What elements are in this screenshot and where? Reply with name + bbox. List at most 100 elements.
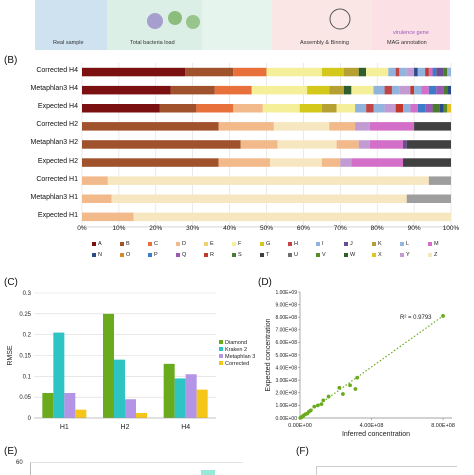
bar-segment-grey [406,194,451,203]
bar-segment-F [366,67,389,77]
row-label: Metaphlan3 H4 [30,85,78,93]
bar-segment-B [185,67,234,77]
legend-label: N [98,252,102,258]
legend-swatch [288,241,292,246]
row-label: Expected H4 [37,103,78,111]
y-tick-label: 0.2 [23,333,32,339]
bar-kraken [114,359,125,418]
legend-item-M: M [428,241,439,247]
step-assembly: Assembly & Binning [300,40,349,46]
legend-swatch [204,241,208,246]
legend-label: M [434,241,439,247]
scatter-point [321,398,326,403]
panel-d-label: (D) [258,277,272,288]
bar-segment-D [233,104,263,113]
legend-item-L: L [400,241,409,247]
row-label: Expected H1 [37,211,78,219]
y-tick-label: 6.00E+08 [275,340,297,346]
assembly-icon [329,8,351,30]
x-tick-label: 90% [407,225,421,232]
x-tick-label: 60% [296,225,310,232]
legend-swatch [204,252,208,257]
scatter-point [348,383,352,388]
bar-segment-L [391,85,400,95]
legend-label: L [406,241,410,247]
y-tick-label: 0.3 [23,291,32,297]
legend-swatch [219,361,223,365]
legend-label: Diamond [225,340,247,346]
panel-e-plot-area: 60 [16,460,243,475]
bar-segment-Y [340,158,352,167]
assembly-segment [272,0,372,50]
bar-corrected [136,413,147,418]
bar-segment-I [388,67,396,77]
legend-item-S: S [232,252,242,258]
bar-segment-W [358,67,367,77]
bar-segment-I [373,85,385,95]
row-label: Metaphlan3 H2 [30,139,78,147]
scatter-point [337,385,342,390]
bar-metaphlan [125,399,136,418]
panel-b-label: (B) [4,55,18,66]
bar-segment-K [321,104,337,113]
bar-segment-X [447,104,451,113]
bacteria-icon [147,11,200,29]
bar-segment-Y [384,104,396,113]
legend-label: V [322,252,326,258]
workflow-banner: Real sample Total bacteria load Assembly… [35,0,450,50]
y-tick-label: 0.25 [19,312,31,318]
bar-segment-F [351,85,374,95]
bar-segment-A [82,104,160,113]
bar-segment-D [329,122,356,131]
legend-swatch [400,241,404,246]
y-tick-label: 0.1 [23,374,32,380]
legend-swatch [120,241,124,246]
legend-item-N: N [92,252,102,258]
bar-segment-I [417,67,426,77]
legend-label: Z [434,252,438,258]
x-tick-label: 30% [186,225,200,232]
bar-segment-B [170,85,215,95]
legend-item-R: R [204,252,214,258]
legend-item-H: H [288,241,298,247]
legend-label: S [238,252,242,258]
legend-item-P: P [148,252,158,258]
legend-item-O: O [120,252,130,258]
legend-item-C: C [148,241,158,247]
bar-metaphlan [64,393,76,418]
legend-label: A [98,241,102,247]
legend-swatch [219,347,223,351]
bar-segment-C [233,67,267,77]
bar-segment-Z [133,212,451,222]
row-label: Expected H2 [37,157,78,165]
bar-segment-P [417,104,426,113]
x-tick-label: 100% [442,225,460,232]
x-tick-label: H1 [60,424,69,431]
step-mag-annotation: MAG annotation [387,40,427,46]
bar-segment-Q [425,104,433,113]
scatter-point [341,392,345,396]
bar-segment-T [414,122,451,131]
y-tick-label: 8.00E+08 [275,315,297,321]
y-tick-label: 0.05 [19,395,31,401]
bar-segment-R [410,85,415,95]
bar-segment-K [329,85,344,95]
bar-kraken [174,378,186,418]
legend-label: D [182,241,186,247]
y-tick-label: 5.00E+08 [275,353,297,359]
bar-segment-B [159,104,197,113]
scatter-point [441,314,445,318]
legend-label: P [154,252,158,258]
legend-item-E: E [204,241,214,247]
x-tick-label: 20% [149,225,163,232]
bar-segment-G [307,85,330,95]
x-axis-label: Inferred concentration [342,431,410,438]
bar-segment-B [82,122,219,131]
bar-segment-M [351,158,404,167]
bar-segment-I [414,85,422,95]
scatter-point [298,415,303,420]
y-tick-label: 2.00E+08 [275,391,297,397]
bar-segment-H [384,85,392,95]
